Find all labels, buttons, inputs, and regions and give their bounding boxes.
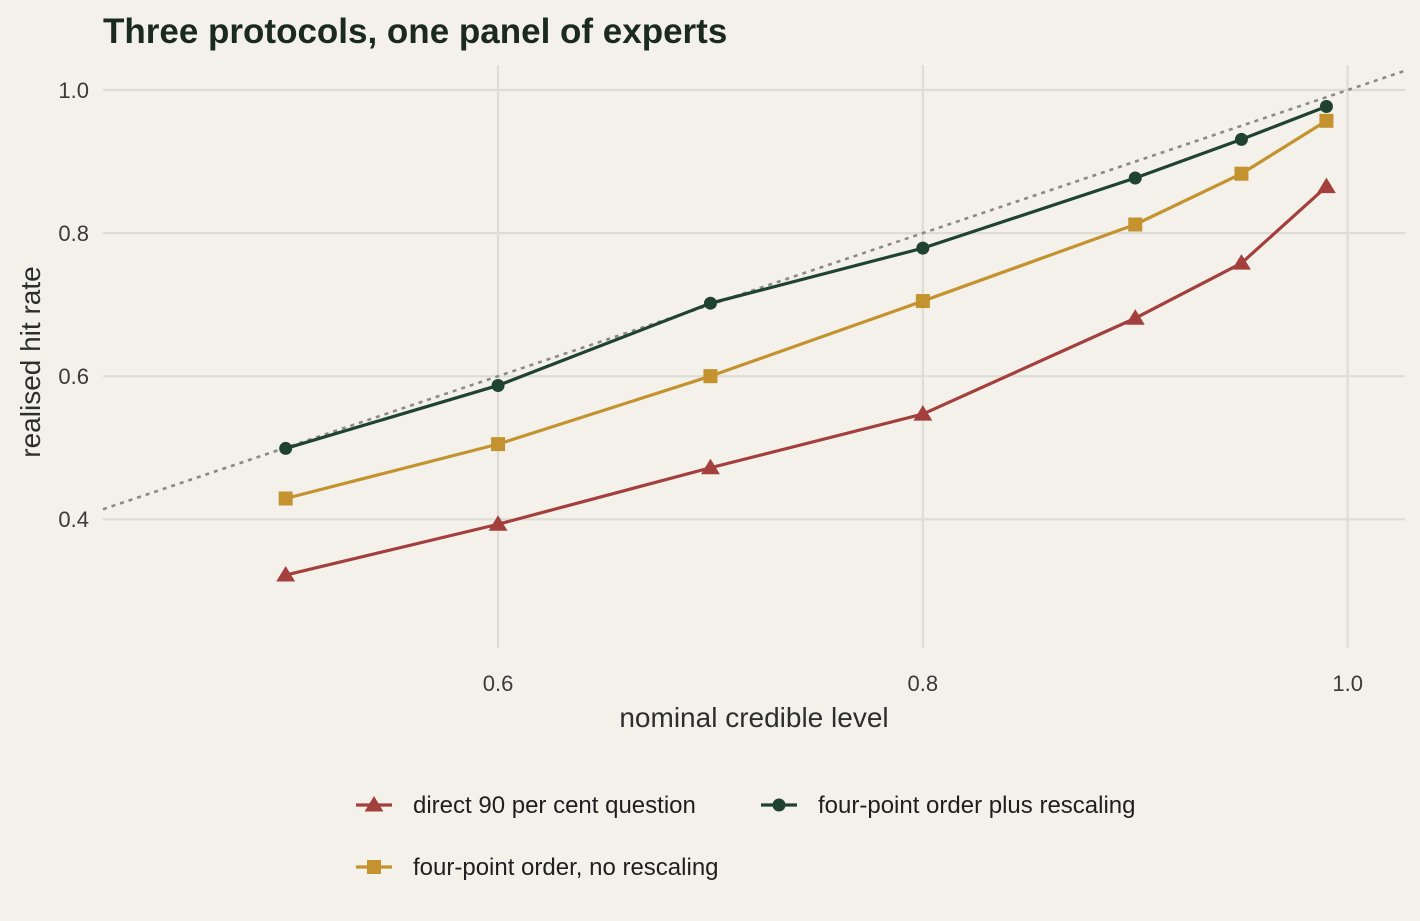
data-point bbox=[278, 491, 293, 506]
y-tick-label: 0.8 bbox=[58, 221, 89, 246]
data-point bbox=[491, 378, 505, 392]
y-tick-label: 0.4 bbox=[58, 507, 89, 532]
y-axis-title: realised hit rate bbox=[15, 266, 46, 457]
data-point bbox=[1128, 217, 1143, 232]
data-point bbox=[1319, 113, 1334, 128]
y-tick-label: 1.0 bbox=[58, 78, 89, 103]
x-tick-label: 1.0 bbox=[1332, 671, 1363, 696]
series-line bbox=[285, 185, 1328, 577]
data-point bbox=[916, 241, 930, 255]
data-point bbox=[1319, 99, 1333, 113]
legend-label: direct 90 per cent question bbox=[413, 792, 696, 819]
legend-marker bbox=[367, 860, 381, 874]
legend-item: four-point order, no rescaling bbox=[356, 854, 719, 881]
x-axis-title: nominal credible level bbox=[619, 702, 888, 733]
data-point bbox=[488, 515, 508, 531]
reference-line-group bbox=[102, 69, 1406, 511]
series-layer bbox=[276, 99, 1336, 582]
data-point bbox=[491, 437, 506, 452]
data-point bbox=[1125, 309, 1145, 325]
data-point bbox=[701, 458, 720, 475]
legend-item: direct 90 per cent question bbox=[356, 792, 696, 819]
tick-labels: 0.4 0.6 0.8 1.0 0.6 0.8 1.0 bbox=[58, 78, 1363, 696]
x-tick-label: 0.8 bbox=[908, 671, 939, 696]
legend-label: four-point order, no rescaling bbox=[413, 854, 719, 881]
data-point bbox=[1316, 177, 1336, 194]
y-tick-label: 0.6 bbox=[58, 364, 89, 389]
data-point bbox=[1128, 171, 1142, 185]
x-tick-label: 0.6 bbox=[483, 671, 514, 696]
series-line bbox=[285, 104, 1327, 450]
data-point bbox=[1234, 132, 1248, 146]
data-point bbox=[1234, 166, 1249, 181]
legend: direct 90 per cent question four-point or… bbox=[356, 792, 1136, 881]
chart-title: Three protocols, one panel of experts bbox=[103, 12, 727, 51]
data-point bbox=[279, 441, 293, 455]
data-point bbox=[703, 296, 717, 310]
data-point bbox=[276, 566, 296, 582]
legend-label: four-point order plus rescaling bbox=[818, 792, 1136, 819]
series-2 bbox=[278, 113, 1334, 506]
reference-line bbox=[102, 69, 1406, 511]
series-line bbox=[285, 119, 1328, 501]
data-point bbox=[1232, 254, 1251, 270]
legend-marker bbox=[772, 798, 786, 812]
legend-item: four-point order plus rescaling bbox=[761, 792, 1136, 819]
data-point bbox=[703, 369, 718, 384]
grid bbox=[103, 65, 1405, 648]
legend-marker bbox=[364, 796, 384, 812]
series-1 bbox=[279, 99, 1333, 455]
series-0 bbox=[276, 177, 1336, 582]
data-point bbox=[913, 405, 933, 421]
data-point bbox=[915, 294, 930, 309]
